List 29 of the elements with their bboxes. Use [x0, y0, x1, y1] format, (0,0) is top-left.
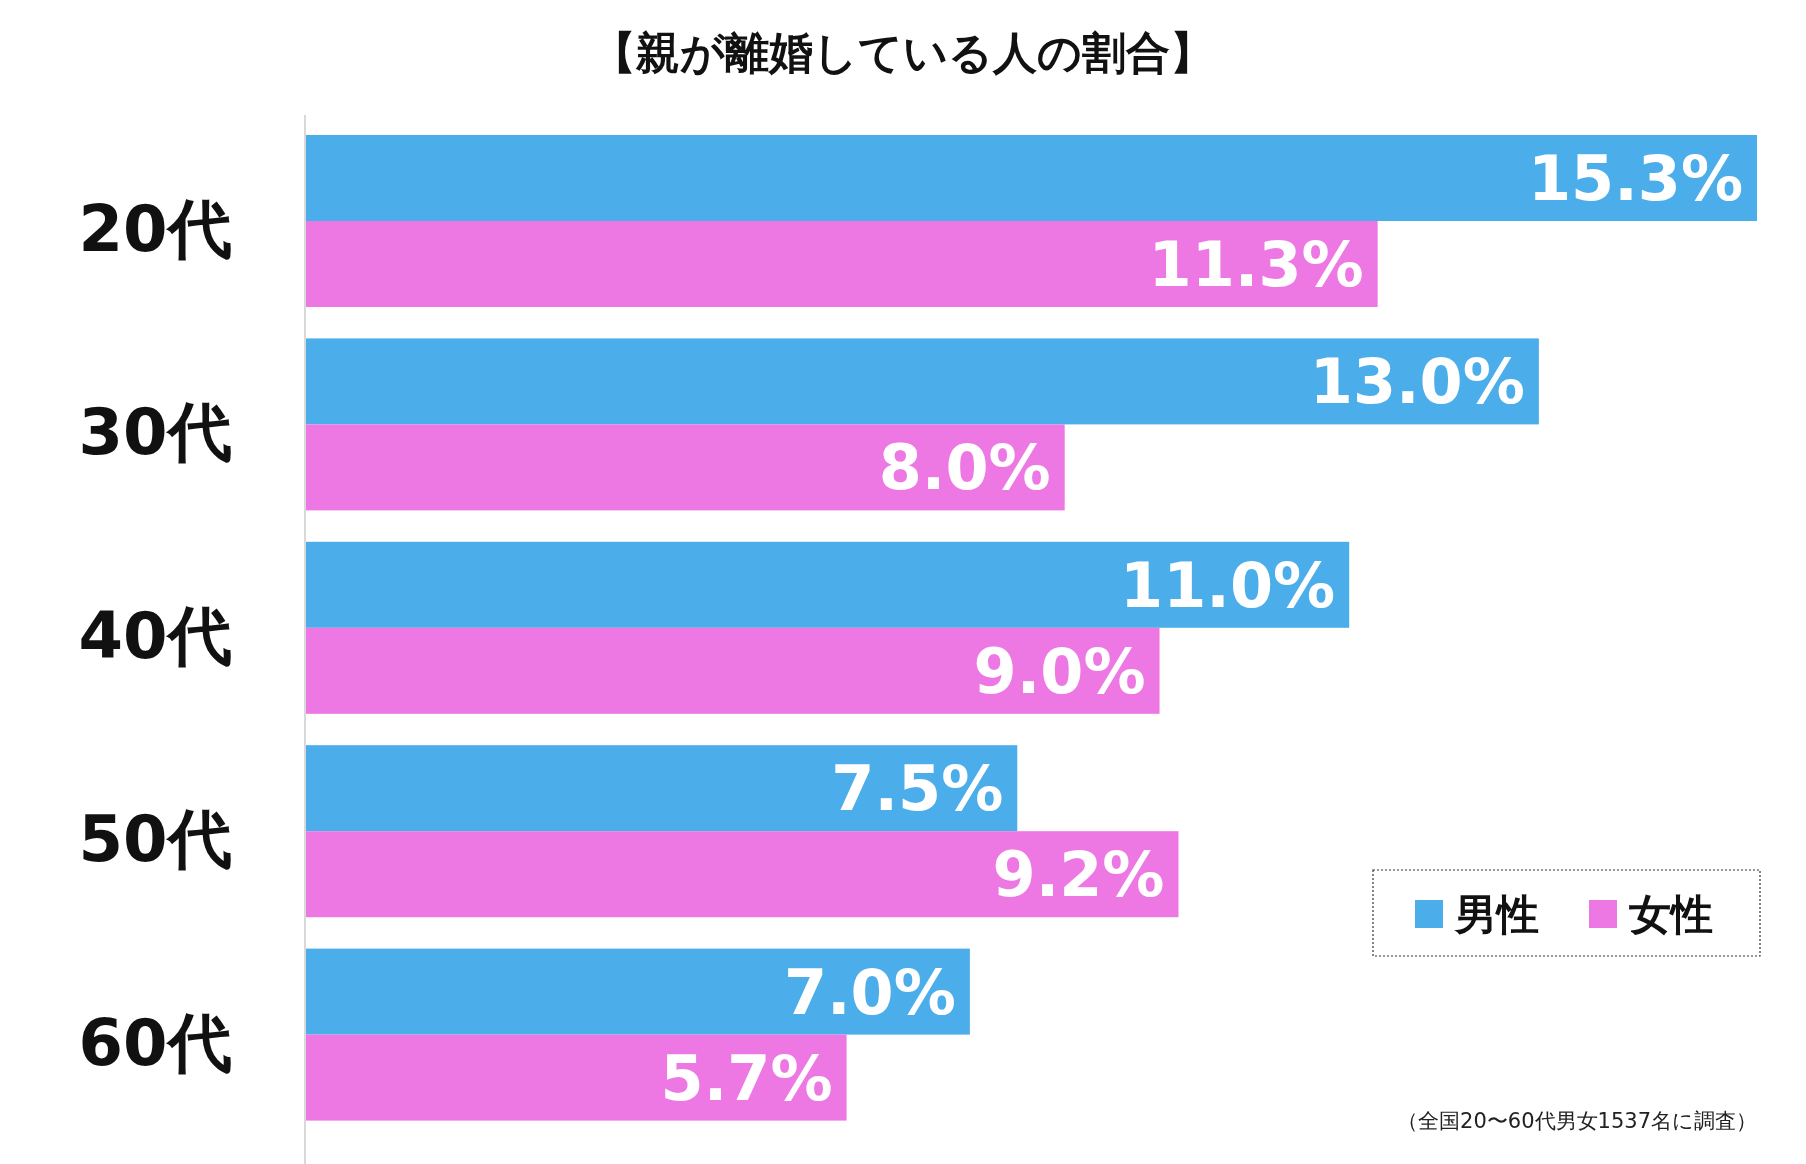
bar	[306, 541, 1350, 628]
data-label: 9.0%	[973, 634, 1146, 708]
bar	[306, 221, 1378, 307]
annotation: （全国20〜60代男女1537名に調査）	[1397, 1109, 1757, 1133]
y-tick-label: 20代	[78, 192, 232, 266]
data-label: 7.0%	[783, 955, 956, 1029]
data-label: 9.2%	[992, 838, 1165, 912]
legend-label: 女性	[1628, 890, 1713, 939]
data-label: 7.5%	[831, 752, 1004, 826]
bar	[306, 627, 1160, 714]
bar	[306, 135, 1757, 221]
y-tick-label: 50代	[78, 802, 232, 877]
y-tick-label: 60代	[78, 1005, 232, 1080]
y-tick-label: 30代	[78, 395, 232, 470]
bar	[306, 745, 1018, 832]
legend-label: 男性	[1453, 890, 1539, 939]
data-label: 13.0%	[1309, 345, 1525, 419]
y-tick-label: 40代	[78, 598, 232, 673]
bar	[306, 1034, 847, 1121]
data-label: 11.0%	[1120, 548, 1336, 622]
bar	[306, 424, 1065, 511]
bar	[306, 831, 1179, 918]
data-label: 8.0%	[878, 431, 1051, 505]
bar	[306, 948, 970, 1035]
data-label: 5.7%	[660, 1041, 833, 1115]
data-label: 11.3%	[1148, 228, 1364, 301]
data-label: 15.3%	[1527, 142, 1743, 215]
bar	[306, 338, 1539, 425]
title: 【親が離婚している人の割合】	[592, 27, 1214, 78]
